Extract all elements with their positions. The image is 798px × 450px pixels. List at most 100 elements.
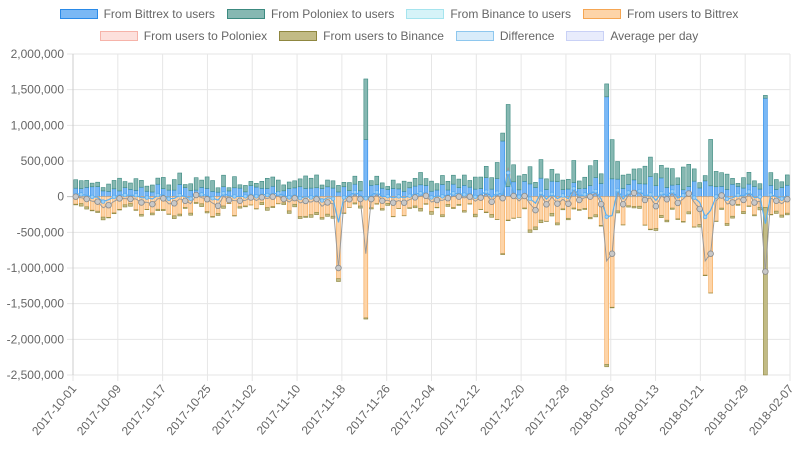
average-point	[762, 268, 769, 275]
difference-point	[626, 190, 631, 195]
bar-users-to-bittrex	[653, 196, 659, 229]
legend-item-users-to-poloniex[interactable]: From users to Poloniex	[99, 29, 267, 43]
average-point	[619, 201, 627, 208]
difference-point	[243, 194, 248, 199]
bar-poloniex-to-users	[691, 168, 697, 182]
bar-bittrex-to-users	[166, 189, 172, 197]
y-tick-label: -500,000	[17, 225, 65, 239]
legend-item-average-per-day[interactable]: Average per day	[566, 29, 698, 43]
bar-users-to-binance	[314, 212, 319, 216]
bar-users-to-bittrex	[746, 196, 752, 207]
average-point	[554, 200, 561, 207]
difference-point	[582, 192, 587, 197]
bar-users-to-bittrex	[560, 196, 566, 210]
bar-users-to-binance	[631, 206, 637, 209]
bar-users-to-binance	[598, 225, 604, 227]
bar-users-to-binance	[150, 212, 155, 216]
x-tick-label: 2018-02-07	[746, 382, 796, 438]
bar-users-to-binance	[215, 213, 221, 216]
bar-users-to-binance	[265, 207, 270, 211]
bar-bittrex-to-users	[544, 189, 549, 197]
bar-users-to-binance	[204, 211, 210, 214]
bar-poloniex-to-users	[385, 186, 390, 190]
average-point	[182, 197, 189, 204]
average-point	[94, 198, 101, 205]
bar-users-to-bittrex	[483, 196, 489, 213]
average-point	[192, 191, 200, 199]
difference-point	[418, 191, 423, 196]
legend-row-2: From users to Poloniex From users to Bin…	[0, 25, 798, 47]
difference-point	[659, 190, 664, 196]
bar-users-to-binance	[319, 217, 325, 220]
bar-poloniex-to-users	[593, 160, 598, 178]
bar-users-to-bittrex	[571, 196, 577, 209]
bar-bittrex-to-users	[708, 185, 713, 197]
bar-users-to-binance	[297, 216, 303, 219]
bar-poloniex-to-users	[500, 132, 505, 142]
bar-poloniex-to-users	[434, 183, 440, 191]
bar-users-to-binance	[84, 206, 89, 210]
bar-poloniex-to-users	[188, 183, 193, 191]
bar-poloniex-to-users	[128, 182, 133, 190]
average-point	[138, 199, 145, 206]
bar-users-to-binance	[735, 204, 741, 206]
x-tick-label: 2017-10-25	[164, 382, 214, 438]
legend-item-users-to-bittrex[interactable]: From users to Bittrex	[583, 7, 738, 21]
legend-item-binance-to-users[interactable]: From Binance to users	[406, 7, 571, 21]
bar-poloniex-to-users	[664, 167, 670, 188]
average-point	[116, 195, 123, 202]
bar-users-to-binance	[560, 208, 566, 211]
difference-point	[89, 194, 95, 200]
bar-users-to-bittrex	[648, 196, 653, 230]
bar-poloniex-to-users	[686, 164, 692, 187]
bar-users-to-binance	[78, 203, 84, 207]
bar-bittrex-to-users	[325, 186, 330, 197]
bar-poloniex-to-users	[84, 180, 89, 188]
bar-users-to-binance	[538, 219, 544, 224]
bar-poloniex-to-users	[347, 182, 352, 191]
bar-users-to-binance	[522, 207, 527, 210]
y-tick-label: 0	[57, 190, 64, 204]
average-point	[707, 250, 714, 257]
average-point	[433, 196, 441, 204]
bar-bittrex-to-users	[341, 186, 347, 197]
difference-point	[746, 189, 752, 194]
bar-poloniex-to-users	[615, 161, 620, 180]
bar-poloniex-to-users	[560, 179, 566, 190]
average-point	[149, 200, 156, 208]
bar-poloniex-to-users	[456, 178, 462, 188]
chart-grid	[67, 53, 791, 381]
legend-item-poloniex-to-users[interactable]: From Poloniex to users	[226, 7, 394, 21]
legend-item-users-to-binance[interactable]: From users to Binance	[279, 29, 444, 43]
average-point	[411, 194, 419, 201]
bar-poloniex-to-users	[779, 181, 785, 188]
bar-users-to-binance	[648, 228, 653, 231]
legend-label: From Binance to users	[450, 7, 572, 21]
average-point	[379, 197, 386, 204]
x-axis: 2017-10-012017-10-092017-10-172017-10-25…	[29, 382, 796, 438]
bar-users-to-binance	[505, 219, 511, 222]
bar-users-to-binance	[379, 208, 385, 211]
bar-poloniex-to-users	[784, 174, 790, 186]
average-point	[499, 194, 506, 202]
bar-users-to-binance	[724, 223, 730, 226]
legend-item-bittrex-to-users[interactable]: From Bittrex to users	[59, 7, 215, 21]
bar-poloniex-to-users	[254, 183, 259, 188]
legend-swatch-icon	[455, 31, 494, 41]
difference-point	[768, 192, 774, 197]
legend-item-difference[interactable]: Difference	[455, 29, 554, 43]
bar-poloniex-to-users	[741, 177, 746, 189]
bar-users-to-binance	[423, 203, 429, 205]
bar-users-to-binance	[681, 221, 686, 223]
bar-bittrex-to-users	[330, 187, 336, 197]
bar-users-to-binance	[577, 209, 582, 211]
bar-bittrex-to-users	[150, 191, 155, 197]
difference-point	[735, 192, 741, 198]
bar-poloniex-to-users	[259, 181, 265, 189]
bar-poloniex-to-users	[735, 183, 741, 187]
bar-users-to-binance	[763, 207, 768, 376]
bar-users-to-binance	[128, 203, 133, 207]
average-point	[740, 196, 747, 204]
average-point	[291, 194, 298, 202]
bar-poloniex-to-users	[215, 187, 221, 193]
